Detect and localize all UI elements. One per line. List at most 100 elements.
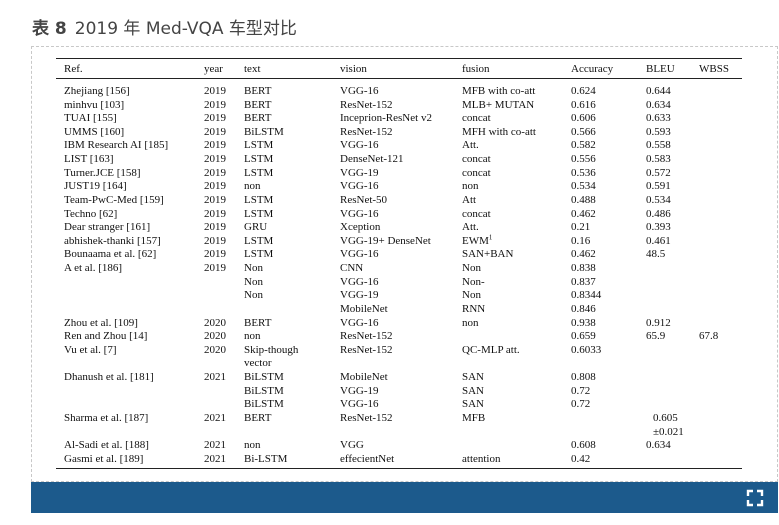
cell-text: LSTM bbox=[244, 166, 274, 179]
cell-text: LSTM bbox=[244, 248, 274, 261]
cell-vision: Xception bbox=[340, 221, 381, 234]
table-row: Bounaama et al. [62] 2019 LSTM VGG-16 SAN+BA… bbox=[56, 248, 742, 262]
cell-bleu: 0.634 bbox=[646, 439, 671, 452]
cell-bleu: ±0.021 bbox=[653, 425, 684, 438]
cell-fusion: Non bbox=[462, 262, 481, 275]
cell-accuracy: 0.846 bbox=[571, 302, 596, 315]
cell-accuracy: 0.616 bbox=[571, 98, 596, 111]
cell-fusion: QC-MLP att. bbox=[462, 343, 520, 356]
cell-vision: VGG-16 bbox=[340, 180, 379, 193]
cell-bleu: 0.912 bbox=[646, 316, 671, 329]
cell-bleu: 0.461 bbox=[646, 234, 671, 247]
header-accuracy: Accuracy bbox=[571, 63, 614, 75]
cell-accuracy: 0.556 bbox=[571, 153, 596, 166]
cell-fusion: attention bbox=[462, 452, 501, 465]
table-row: Team-PwC-Med [159] 2019 LSTM ResNet-50 Att 0.… bbox=[56, 194, 742, 208]
caption-title: 2019 年 Med-VQA 车型对比 bbox=[74, 19, 297, 39]
table-row: Non VGG-16 Non- 0.837 bbox=[56, 276, 742, 290]
table-row: Ren and Zhou [14] 2020 non ResNet-152 0.659 6… bbox=[56, 330, 742, 344]
table-row: LIST [163] 2019 LSTM DenseNet-121 concat 0.55… bbox=[56, 153, 742, 167]
cell-vision: VGG-16 bbox=[340, 139, 379, 152]
cell-fusion: non bbox=[462, 180, 479, 193]
header-year: year bbox=[204, 63, 223, 75]
table-row: minhvu [103] 2019 BERT ResNet-152 MLB+ MUTAN… bbox=[56, 99, 742, 113]
cell-fusion: non bbox=[462, 316, 479, 329]
cell-vision: ResNet-152 bbox=[340, 343, 393, 356]
table-row: BiLSTM VGG-19 SAN 0.72 bbox=[56, 385, 742, 399]
cell-vision: VGG-16 bbox=[340, 398, 379, 411]
header-bleu: BLEU bbox=[646, 63, 675, 75]
cell-year: 2020 bbox=[204, 343, 226, 356]
table-row: abhishek-thanki [157] 2019 LSTM VGG-19+ Den… bbox=[56, 233, 742, 249]
cell-text: vector bbox=[244, 357, 272, 370]
cell-vision: MobileNet bbox=[340, 302, 388, 315]
cell-bleu: 0.591 bbox=[646, 180, 671, 193]
cell-year: 2019 bbox=[204, 139, 226, 152]
table-row: ±0.021 bbox=[56, 426, 742, 440]
table-row: Gasmi et al. [189] 2021 Bi-LSTM effecientNe… bbox=[56, 453, 742, 467]
cell-ref: Techno [62] bbox=[64, 207, 118, 220]
table-caption: 表 8 2019 年 Med-VQA 车型对比 bbox=[32, 14, 297, 39]
cell-text: LSTM bbox=[244, 153, 274, 166]
cell-fusion: concat bbox=[462, 112, 491, 125]
cell-fusion: MFH with co-att bbox=[462, 125, 536, 138]
cell-accuracy: 0.536 bbox=[571, 166, 596, 179]
cell-fusion: Non- bbox=[462, 275, 485, 288]
cell-ref: JUST19 [164] bbox=[64, 180, 127, 193]
footnote-marker: 1 bbox=[488, 233, 493, 242]
cell-accuracy: 0.6033 bbox=[571, 343, 602, 356]
cell-accuracy: 0.606 bbox=[571, 112, 596, 125]
cell-ref: abhishek-thanki [157] bbox=[64, 234, 161, 247]
cell-accuracy: 0.72 bbox=[571, 398, 591, 411]
cell-year: 2019 bbox=[204, 98, 226, 111]
cell-year: 2019 bbox=[204, 125, 226, 138]
cell-accuracy: 0.488 bbox=[571, 193, 596, 206]
cell-fusion: concat bbox=[462, 207, 491, 220]
cell-ref: LIST [163] bbox=[64, 153, 114, 166]
cell-ref: Al-Sadi et al. [188] bbox=[64, 439, 149, 452]
cell-ref: Gasmi et al. [189] bbox=[64, 452, 144, 465]
expand-icon[interactable] bbox=[746, 489, 764, 507]
cell-text: BiLSTM bbox=[244, 384, 284, 397]
cell-ref: minhvu [103] bbox=[64, 98, 125, 111]
cell-vision: effecientNet bbox=[340, 452, 395, 465]
cell-bleu: 48.5 bbox=[646, 248, 666, 261]
cell-vision: DenseNet-121 bbox=[340, 153, 404, 166]
cell-text: LSTM bbox=[244, 234, 274, 247]
cell-year: 2019 bbox=[204, 85, 226, 97]
table-row: Al-Sadi et al. [188] 2021 non VGG 0.608 0.634 bbox=[56, 439, 742, 453]
table-row: vector bbox=[56, 357, 742, 371]
cell-bleu: 0.534 bbox=[646, 193, 671, 206]
cell-fusion: SAN bbox=[462, 384, 485, 397]
cell-vision: ResNet-50 bbox=[340, 193, 388, 206]
cell-text: BERT bbox=[244, 316, 272, 329]
cell-bleu: 0.393 bbox=[646, 221, 671, 234]
table-row: Turner.JCE [158] 2019 LSTM VGG-19 concat 0.53… bbox=[56, 167, 742, 181]
cell-ref: Zhejiang [156] bbox=[64, 85, 130, 97]
cell-text: Non bbox=[244, 275, 263, 288]
cell-fusion: SAN bbox=[462, 371, 485, 384]
cell-vision: ResNet-152 bbox=[340, 125, 393, 138]
cell-accuracy: 0.16 bbox=[571, 234, 591, 247]
cell-text: Non bbox=[244, 289, 263, 302]
table-header-row: Ref. year text vision fusion Accuracy BL… bbox=[56, 63, 742, 77]
table-row: TUAI [155] 2019 BERT Inceprion-ResNet v2 con… bbox=[56, 112, 742, 126]
cell-accuracy: 0.72 bbox=[571, 384, 591, 397]
cell-fusion: MLB+ MUTAN bbox=[462, 98, 535, 111]
cell-bleu: 0.634 bbox=[646, 98, 671, 111]
table-row: Vu et al. [7] 2020 Skip-though ResNet-152 QC… bbox=[56, 344, 742, 358]
cell-year: 2019 bbox=[204, 166, 226, 179]
header-wbss: WBSS bbox=[699, 63, 729, 75]
cell-vision: VGG-16 bbox=[340, 207, 379, 220]
cell-year: 2021 bbox=[204, 452, 226, 465]
cell-ref: Turner.JCE [158] bbox=[64, 166, 141, 179]
cell-accuracy: 0.462 bbox=[571, 207, 596, 220]
cell-text: BERT bbox=[244, 85, 272, 97]
table-row: Zhejiang [156] 2019 BERT VGG-16 MFB with co-… bbox=[56, 85, 742, 99]
cell-vision: VGG-19 bbox=[340, 166, 379, 179]
cell-ref: Ren and Zhou [14] bbox=[64, 330, 148, 343]
header-fusion: fusion bbox=[462, 63, 490, 75]
cell-text: BiLSTM bbox=[244, 398, 284, 411]
cell-year: 2021 bbox=[204, 371, 226, 384]
cell-year: 2019 bbox=[204, 221, 226, 234]
